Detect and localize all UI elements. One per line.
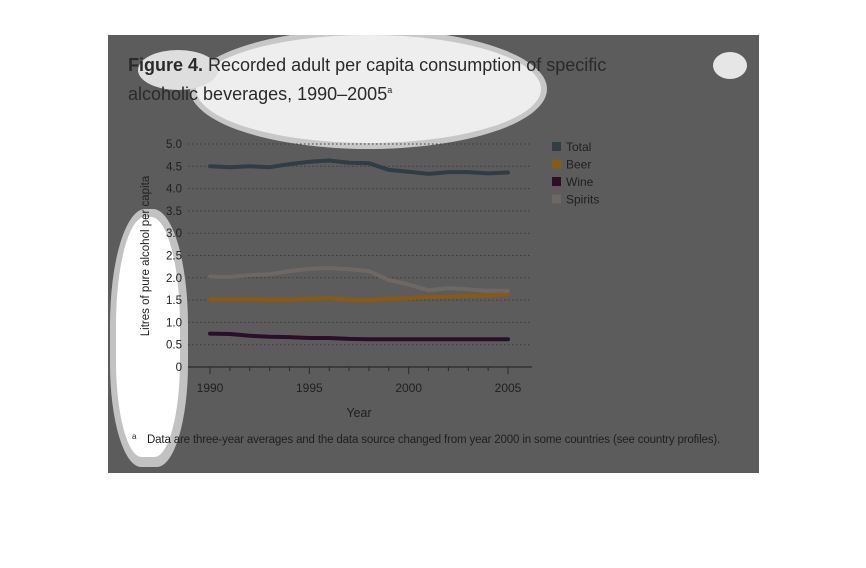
footnote-marker: a bbox=[132, 432, 137, 441]
legend-label-wine: Wine bbox=[566, 175, 594, 189]
x-tick-label: 2005 bbox=[495, 381, 522, 395]
top-highlight-tail bbox=[138, 50, 218, 90]
figure-label: Figure 4. bbox=[128, 55, 204, 75]
corner-highlight-oval bbox=[713, 52, 747, 79]
y-tick-label: 3.0 bbox=[166, 228, 182, 240]
y-tick-label: 4.5 bbox=[166, 161, 182, 173]
y-tick-label: 2.5 bbox=[166, 251, 182, 263]
figure-title-superscript: a bbox=[387, 85, 393, 95]
x-tick-label: 2000 bbox=[395, 381, 422, 395]
figure-title-text: Recorded adult per capita consumption of… bbox=[128, 55, 607, 104]
series-line-wine bbox=[208, 331, 510, 342]
x-tick-label: 1990 bbox=[197, 381, 224, 395]
legend-label-spirits: Spirits bbox=[566, 193, 599, 207]
y-axis-title: Litres of pure alcohol per capita bbox=[140, 175, 152, 336]
x-axis-title: Year bbox=[346, 406, 371, 420]
y-tick-label: 1.5 bbox=[166, 295, 182, 307]
figure-title: Figure 4. Recorded adult per capita cons… bbox=[128, 53, 648, 107]
y-tick-label: 3.5 bbox=[166, 206, 182, 218]
legend-label-total: Total bbox=[566, 140, 591, 154]
y-tick-label: 1.0 bbox=[166, 317, 182, 329]
x-tick-label: 1995 bbox=[296, 381, 323, 395]
series-line-total bbox=[208, 158, 510, 176]
legend-swatch-beer bbox=[552, 159, 561, 169]
y-tick-label: 5.0 bbox=[166, 139, 182, 151]
legend-swatch-total bbox=[552, 142, 561, 151]
y-tick-label: 2.0 bbox=[166, 273, 182, 285]
y-tick-label: 0 bbox=[176, 362, 182, 374]
y-tick-label: 4.0 bbox=[166, 184, 182, 196]
legend-swatch-wine bbox=[552, 177, 561, 186]
legend-label-beer: Beer bbox=[566, 158, 591, 172]
series-line-beer bbox=[208, 292, 510, 303]
footnote: Data are three-year averages and the dat… bbox=[147, 434, 721, 446]
series-line-spirits bbox=[208, 266, 510, 293]
left-highlight-blob bbox=[116, 217, 180, 457]
top-highlight-blob bbox=[196, 35, 541, 143]
figure-panel bbox=[108, 35, 759, 473]
y-tick-label: 0.5 bbox=[166, 340, 182, 352]
legend-swatch-spirits bbox=[552, 194, 561, 204]
